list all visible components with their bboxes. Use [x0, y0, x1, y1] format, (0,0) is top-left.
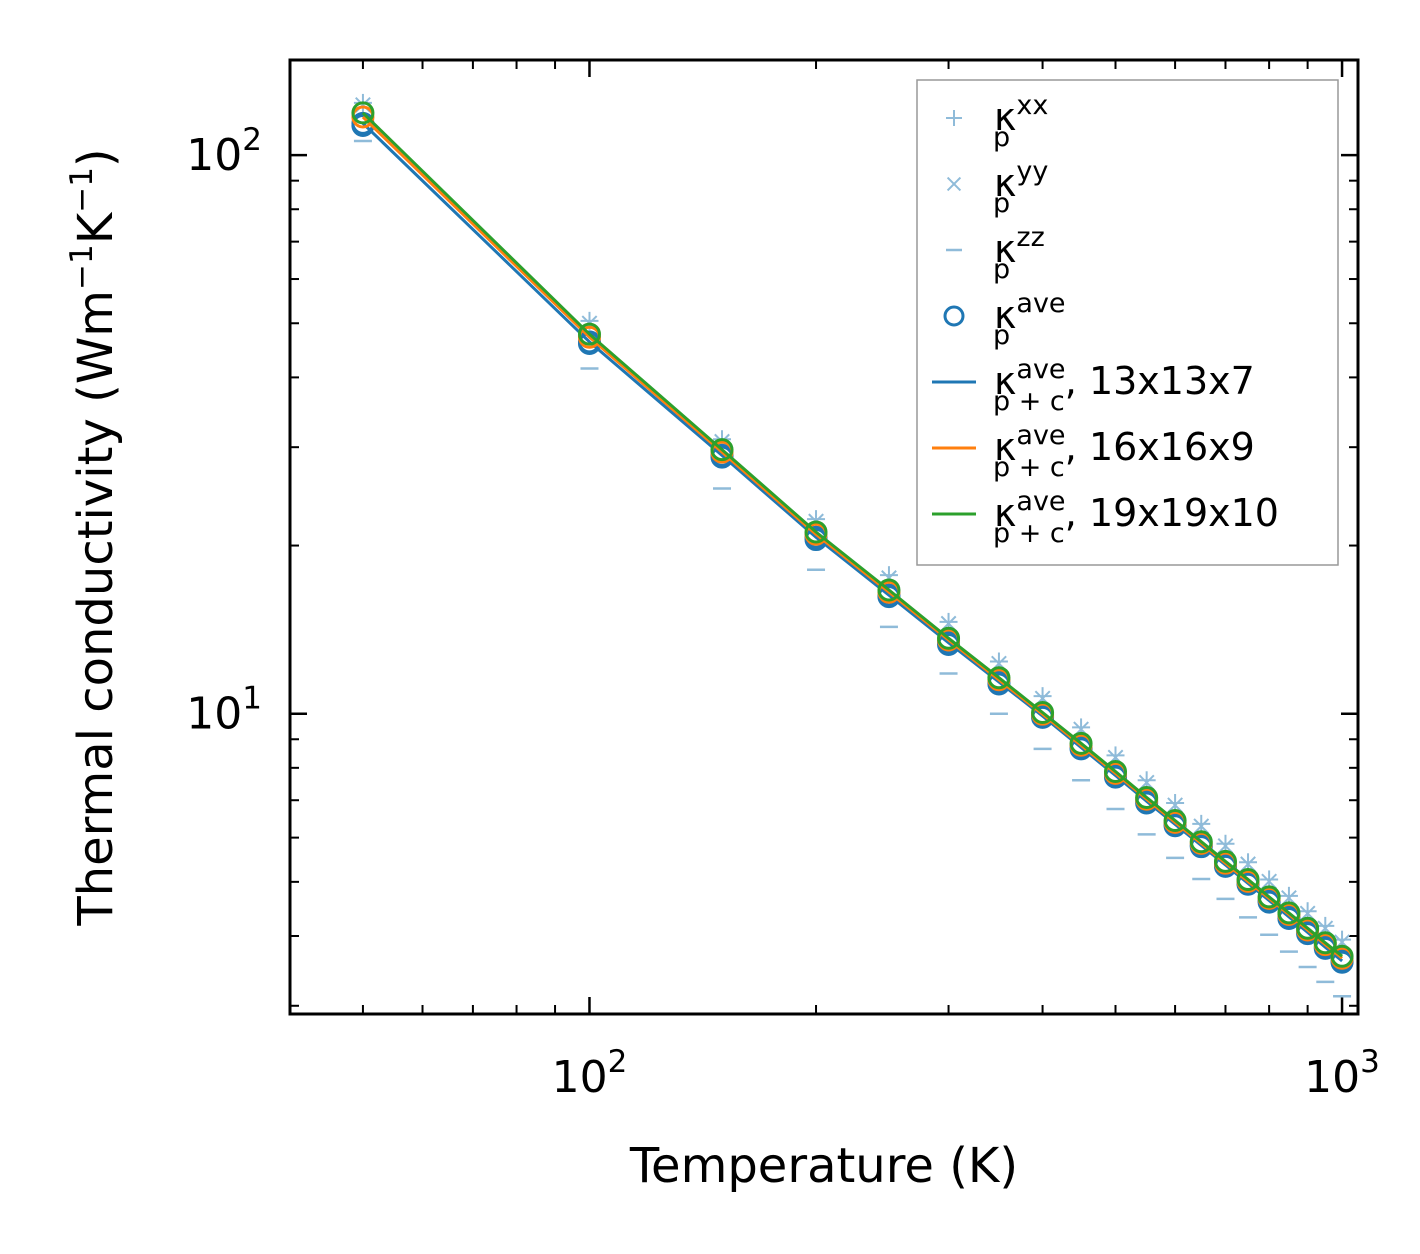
data-point	[1135, 785, 1159, 809]
data-point	[1257, 885, 1281, 909]
data-point	[1167, 797, 1184, 814]
series-line	[361, 111, 1344, 958]
y-axis-label: Thermal conductivity (Wm−1K−1)	[64, 148, 124, 926]
marker-series-dash	[353, 139, 1352, 998]
data-point	[937, 626, 961, 650]
legend-entry: κave p + c, 13x13x7	[932, 354, 1255, 417]
data-point	[1313, 931, 1337, 955]
line-series	[351, 101, 1354, 968]
legend-box	[916, 79, 1339, 566]
y-tick-labels: 101 102	[186, 122, 262, 740]
x-axis-label: Temperature (K)	[629, 1138, 1018, 1194]
data-point	[1104, 759, 1128, 783]
legend-label: κyy p	[993, 156, 1048, 219]
legend-entry: κzz p	[946, 222, 1045, 285]
legend-label: κave p + c, 13x13x7	[993, 354, 1255, 417]
y-tick-label: 101	[186, 681, 262, 740]
data-point	[351, 101, 375, 125]
data-point	[1217, 837, 1234, 854]
data-point	[1296, 916, 1320, 940]
data-point	[577, 322, 601, 346]
y-tick-label: 102	[186, 122, 262, 181]
legend-label: κxx p	[993, 90, 1048, 153]
legend-marker-swatch	[943, 305, 965, 327]
legend-entry: κave p + c, 19x19x10	[932, 486, 1279, 549]
legend-label: κave p + c, 16x16x9	[993, 420, 1255, 483]
data-point	[1031, 700, 1055, 724]
series-line	[361, 122, 1344, 963]
data-point	[1330, 944, 1354, 968]
x-tick-label: 103	[1304, 1044, 1380, 1103]
legend-label: κave p	[993, 288, 1066, 351]
legend-entry: κave p	[943, 288, 1066, 351]
legend-marker-swatch	[946, 176, 962, 192]
data-point	[1240, 856, 1256, 872]
x-tick-label: 102	[552, 1044, 628, 1103]
data-point	[1277, 901, 1301, 925]
x-tick-labels: 102 103	[552, 1044, 1380, 1103]
legend-entry: κxx p	[946, 90, 1048, 153]
major-ticks	[290, 60, 1358, 1014]
data-point	[1189, 830, 1213, 854]
data-point	[804, 520, 828, 544]
data-point	[1193, 818, 1210, 835]
legend-label: κave p + c, 19x19x10	[993, 486, 1279, 549]
axes-frame	[288, 58, 1360, 1016]
data-point	[1163, 808, 1187, 832]
data-point	[987, 666, 1011, 690]
legend-entry: κave p + c, 16x16x9	[932, 420, 1255, 483]
data-point	[1236, 867, 1260, 891]
data-point	[877, 578, 901, 602]
data-point	[1069, 731, 1093, 755]
data-point	[1213, 849, 1237, 873]
data-point	[710, 438, 734, 462]
legend-label: κzz p	[993, 222, 1045, 285]
data-point	[1261, 873, 1278, 890]
plot-area	[351, 93, 1354, 998]
legend-entry: κyy p	[946, 156, 1048, 219]
